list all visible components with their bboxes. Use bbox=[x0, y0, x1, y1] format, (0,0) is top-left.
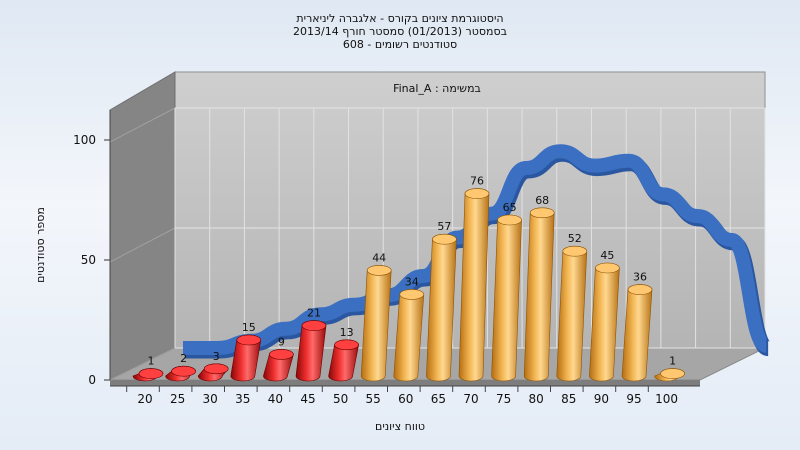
bar-95 bbox=[621, 284, 653, 382]
bar-20 bbox=[132, 368, 164, 382]
data-label-95: 36 bbox=[633, 271, 647, 284]
chart-subtitle: במשימה : Final_A bbox=[393, 82, 481, 95]
bar-35 bbox=[230, 334, 262, 382]
data-label-30: 3 bbox=[213, 350, 220, 363]
bar-85 bbox=[556, 245, 588, 382]
bar-45 bbox=[295, 320, 327, 382]
bar-top bbox=[627, 284, 653, 295]
x-tick-label-35: 35 bbox=[235, 392, 250, 406]
bar-top bbox=[595, 262, 620, 274]
x-tick-label-40: 40 bbox=[268, 392, 283, 406]
bar-90 bbox=[589, 262, 620, 382]
y-axis: 0 50 100 bbox=[73, 110, 111, 387]
bar-series bbox=[132, 188, 685, 382]
data-label-20: 1 bbox=[148, 355, 155, 368]
bar-top bbox=[660, 368, 685, 379]
side-gridline-0 bbox=[109, 347, 176, 381]
bar-80 bbox=[523, 207, 555, 382]
x-tick-label-85: 85 bbox=[561, 392, 576, 406]
bar-25 bbox=[165, 365, 196, 382]
bar-55 bbox=[360, 265, 392, 382]
bar-70 bbox=[458, 188, 490, 382]
x-tick-label-45: 45 bbox=[300, 392, 315, 406]
bar-top bbox=[562, 245, 588, 257]
data-label-80: 68 bbox=[535, 194, 549, 207]
x-tick-label-70: 70 bbox=[463, 392, 478, 406]
side-gridline-50 bbox=[109, 227, 176, 263]
bar-60 bbox=[393, 289, 425, 382]
x-tick-label-20: 20 bbox=[137, 392, 152, 406]
x-tick-label-60: 60 bbox=[398, 392, 413, 406]
data-label-65: 57 bbox=[437, 220, 451, 233]
x-tick-label-30: 30 bbox=[203, 392, 218, 406]
chart-title-line-3: סטודנטים רשומים - 608 bbox=[343, 38, 457, 51]
side-gridline-100 bbox=[109, 107, 176, 143]
y-tick-label-0: 0 bbox=[88, 373, 96, 387]
bar-30 bbox=[197, 363, 229, 382]
x-tick-label-50: 50 bbox=[333, 392, 348, 406]
data-labels: 1 2 3 15 9 21 13 44 34 57 76 65 68 52 45 36 1 bbox=[148, 175, 677, 368]
bar-top bbox=[236, 334, 262, 346]
bar-40 bbox=[263, 349, 294, 382]
bar-65 bbox=[426, 233, 457, 382]
bar-top bbox=[138, 368, 164, 379]
data-label-45: 21 bbox=[307, 307, 321, 320]
floor-front-edge bbox=[110, 380, 700, 386]
bar-top bbox=[529, 207, 555, 219]
bar-top bbox=[366, 265, 392, 276]
data-label-75: 65 bbox=[503, 201, 517, 214]
data-label-50: 13 bbox=[340, 326, 354, 339]
x-axis-label: טווח ציונים bbox=[375, 420, 425, 433]
x-tick-label-65: 65 bbox=[431, 392, 446, 406]
x-tick-label-100: 100 bbox=[655, 392, 678, 406]
x-tick-label-55: 55 bbox=[366, 392, 381, 406]
x-axis: 20 25 30 35 40 45 50 55 60 65 70 75 80 85 90 95 100 bbox=[110, 385, 700, 406]
bar-top bbox=[269, 349, 294, 360]
side-wall bbox=[109, 71, 176, 381]
bar-75 bbox=[491, 214, 522, 382]
data-label-85: 52 bbox=[568, 232, 582, 245]
bar-top bbox=[464, 188, 490, 199]
bar-top bbox=[334, 339, 359, 351]
chart-title-line-2: בסמסטר (01/2013) סמסטר חורף 2013/14 bbox=[293, 25, 507, 38]
data-label-25: 2 bbox=[180, 352, 187, 365]
x-tick-label-90: 90 bbox=[594, 392, 609, 406]
gridlines bbox=[109, 107, 766, 381]
data-label-40: 9 bbox=[278, 335, 285, 348]
data-label-70: 76 bbox=[470, 175, 484, 188]
bar-top bbox=[399, 289, 425, 300]
bar-50 bbox=[328, 339, 359, 382]
x-tick-label-75: 75 bbox=[496, 392, 511, 406]
bar-top bbox=[497, 214, 522, 226]
x-tick-label-95: 95 bbox=[626, 392, 641, 406]
y-tick-label-100: 100 bbox=[73, 133, 96, 147]
data-label-100: 1 bbox=[669, 355, 676, 368]
data-label-35: 15 bbox=[242, 321, 256, 334]
y-tick-label-50: 50 bbox=[81, 253, 96, 267]
chart-title-line-1: היסטוגרמת ציונים בקורס - אלגברה ליניארית bbox=[296, 12, 503, 25]
bar-top bbox=[432, 233, 457, 245]
y-axis-label: מספר סטודנטים bbox=[34, 207, 47, 283]
bar-100 bbox=[654, 368, 685, 382]
data-label-55: 44 bbox=[372, 251, 386, 264]
data-label-90: 45 bbox=[600, 249, 614, 262]
data-label-60: 34 bbox=[405, 275, 419, 288]
bar-top bbox=[171, 365, 196, 377]
bar-top bbox=[203, 363, 229, 375]
x-tick-label-25: 25 bbox=[170, 392, 185, 406]
x-tick-label-80: 80 bbox=[529, 392, 544, 406]
bar-top bbox=[301, 320, 327, 331]
